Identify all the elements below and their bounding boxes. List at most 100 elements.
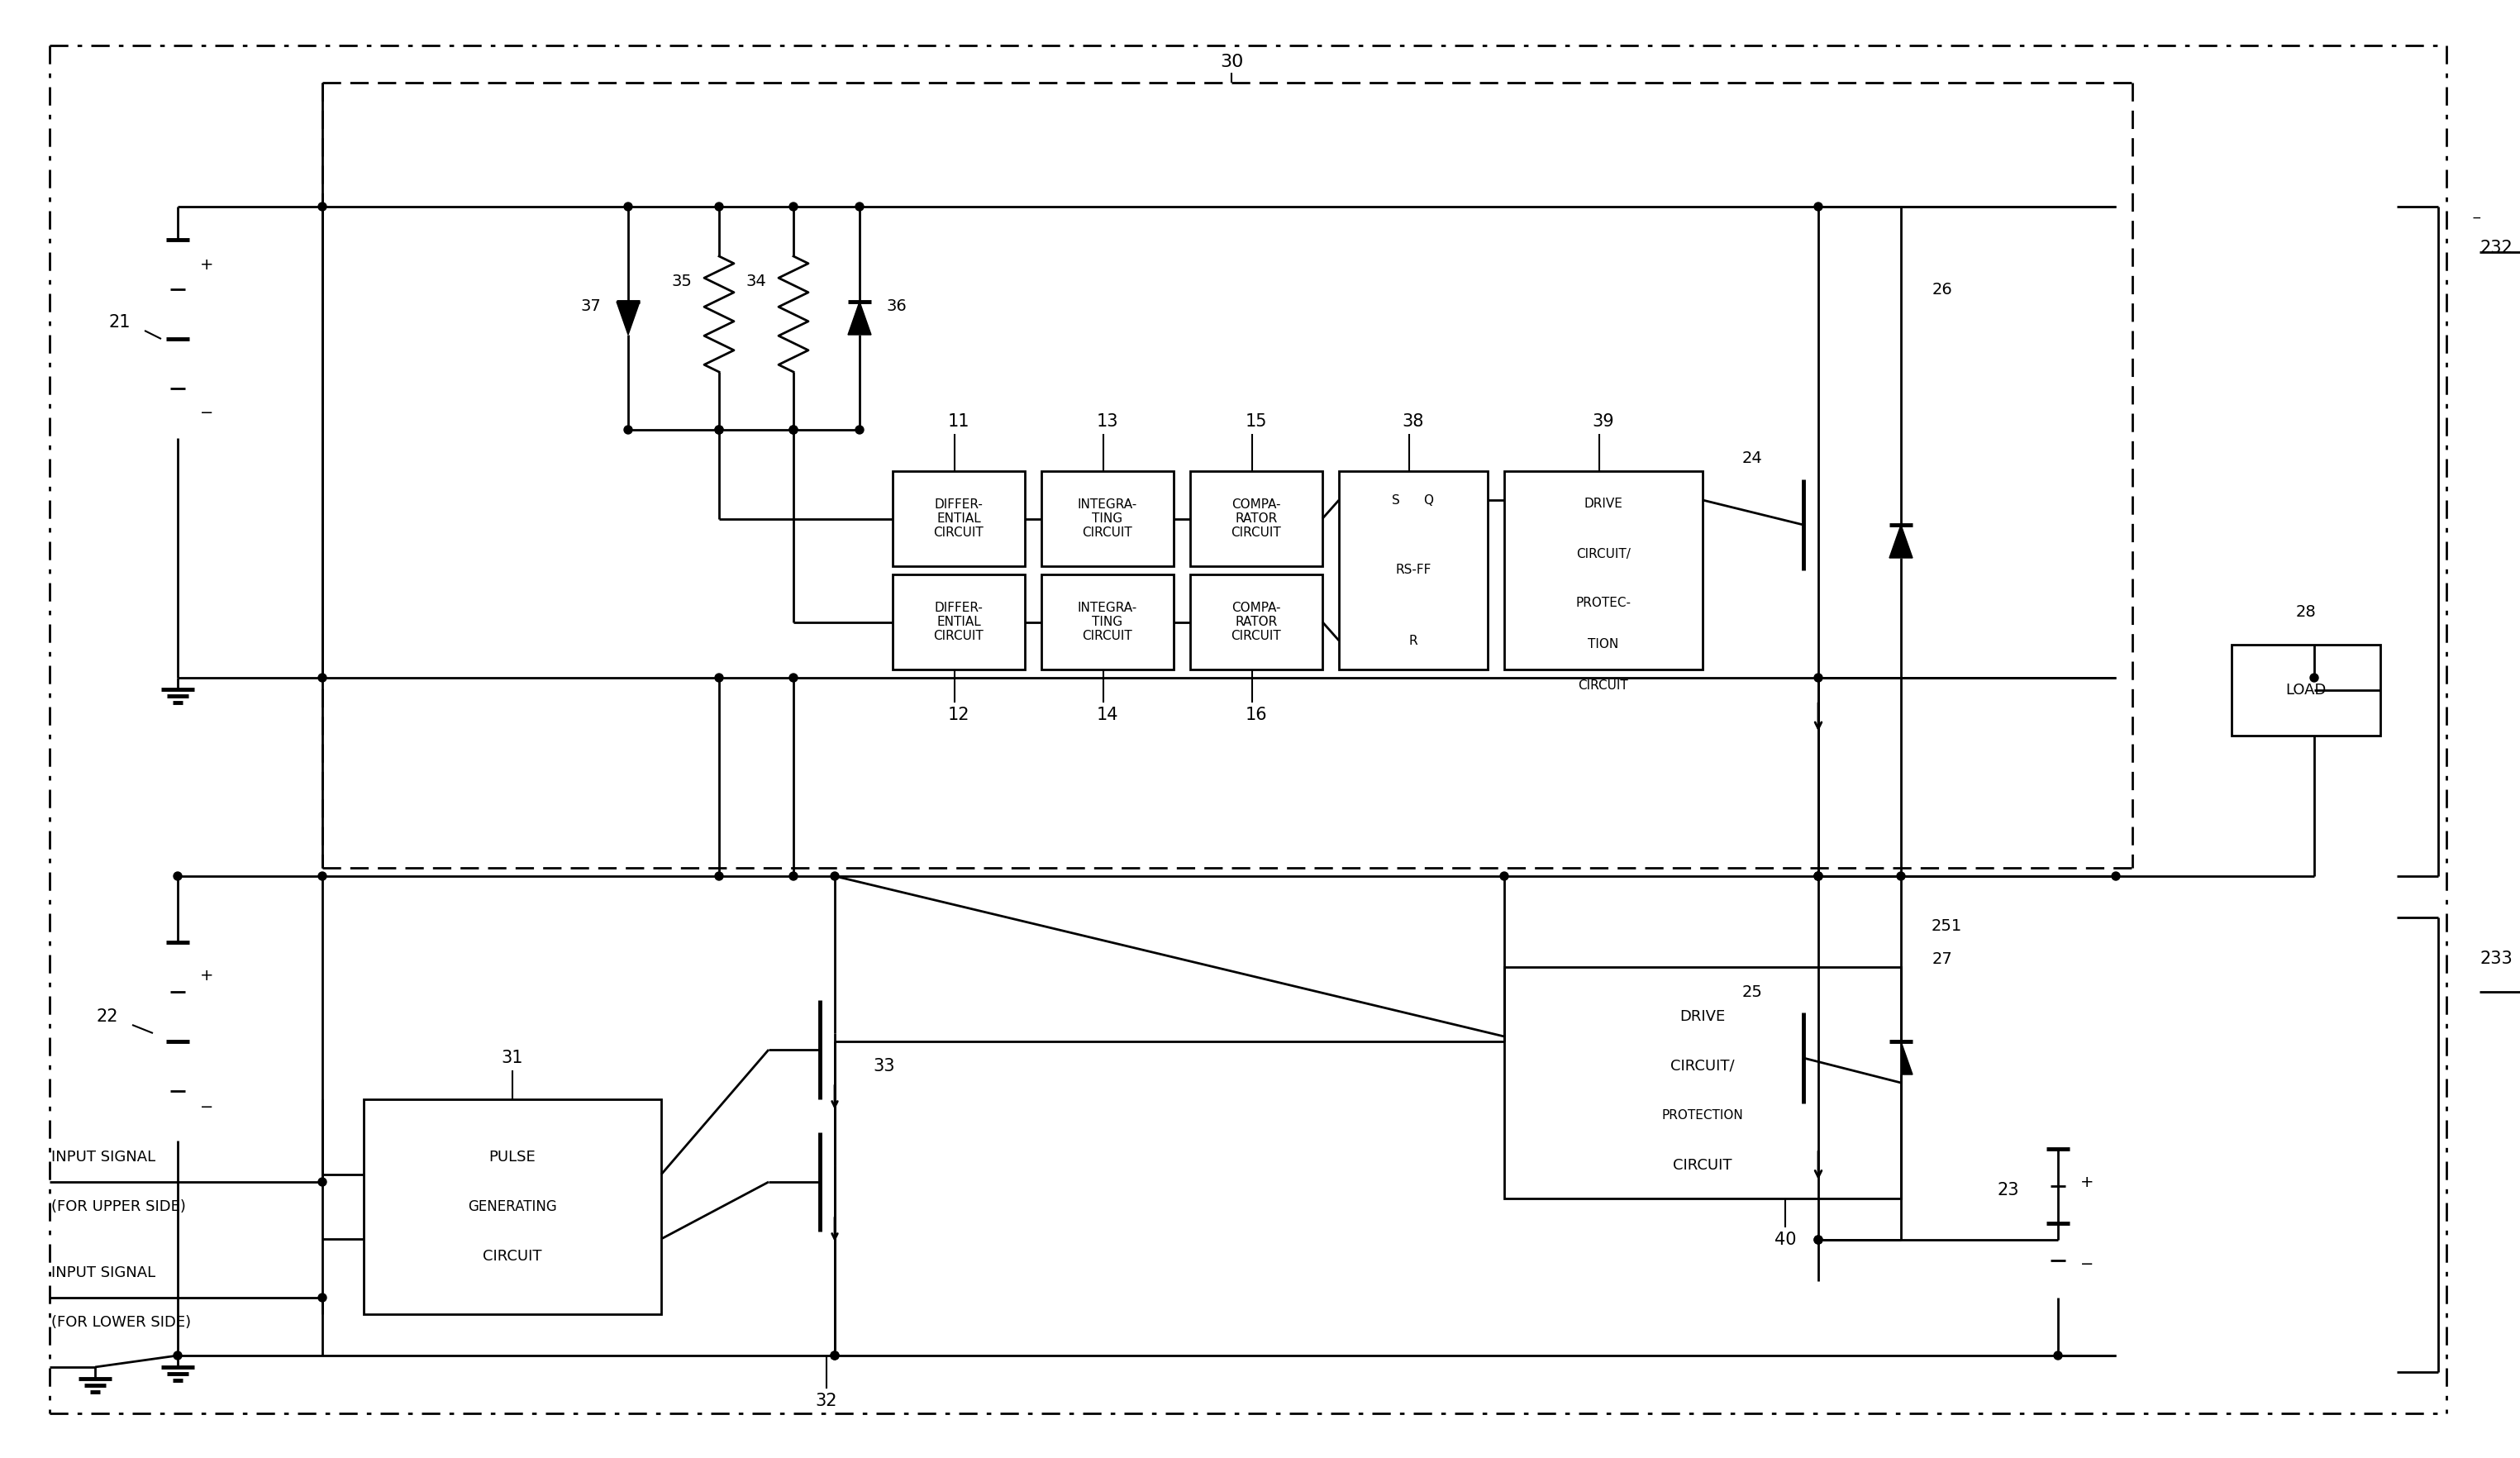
Circle shape	[1814, 1236, 1822, 1244]
Circle shape	[318, 674, 328, 682]
Circle shape	[789, 426, 796, 434]
Circle shape	[1814, 1236, 1822, 1244]
Text: COMPA-
RATOR
CIRCUIT: COMPA- RATOR CIRCUIT	[1232, 601, 1280, 643]
Text: 16: 16	[1245, 707, 1268, 723]
Bar	[892, 574, 1026, 669]
Text: RS-FF: RS-FF	[1396, 564, 1431, 576]
Text: 27: 27	[1933, 951, 1953, 967]
Text: INPUT SIGNAL: INPUT SIGNAL	[50, 1150, 156, 1165]
Text: 36: 36	[887, 297, 907, 313]
Text: DIFFER-
ENTIAL
CIRCUIT: DIFFER- ENTIAL CIRCUIT	[932, 601, 983, 643]
Circle shape	[318, 1293, 328, 1302]
Text: GENERATING: GENERATING	[469, 1200, 557, 1215]
Text: S      Q: S Q	[1391, 494, 1434, 506]
Text: (FOR LOWER SIDE): (FOR LOWER SIDE)	[50, 1315, 192, 1330]
Text: 22: 22	[96, 1009, 118, 1025]
Circle shape	[318, 203, 328, 211]
Bar	[363, 1099, 660, 1314]
Text: CIRCUIT: CIRCUIT	[1578, 679, 1628, 693]
Circle shape	[789, 203, 796, 211]
Text: 24: 24	[1741, 451, 1761, 467]
Circle shape	[2311, 674, 2318, 682]
Bar	[2233, 644, 2381, 736]
Bar	[1338, 471, 1487, 669]
Text: 40: 40	[1774, 1232, 1797, 1248]
Circle shape	[854, 426, 864, 434]
Circle shape	[716, 674, 723, 682]
Circle shape	[832, 872, 839, 881]
Text: −: −	[199, 405, 214, 421]
Text: 39: 39	[1593, 413, 1615, 430]
Polygon shape	[849, 302, 872, 335]
Bar	[1504, 471, 1704, 669]
Text: 251: 251	[1930, 919, 1961, 933]
Text: 31: 31	[501, 1050, 524, 1066]
Text: INPUT SIGNAL: INPUT SIGNAL	[50, 1266, 156, 1280]
Bar	[892, 471, 1026, 566]
Bar	[1041, 471, 1174, 566]
Circle shape	[318, 1178, 328, 1185]
Text: 14: 14	[1096, 707, 1119, 723]
Circle shape	[1814, 674, 1822, 682]
Circle shape	[2054, 1352, 2061, 1360]
Text: +: +	[199, 968, 214, 983]
Text: 33: 33	[874, 1059, 895, 1075]
Circle shape	[174, 1352, 181, 1360]
Text: 28: 28	[2296, 604, 2316, 620]
Text: CIRCUIT/: CIRCUIT/	[1575, 548, 1630, 560]
Circle shape	[174, 872, 181, 881]
Circle shape	[789, 426, 796, 434]
Text: 21: 21	[108, 313, 131, 331]
Text: −: −	[2079, 1257, 2094, 1273]
Circle shape	[789, 674, 796, 682]
Circle shape	[1499, 872, 1509, 881]
Text: CIRCUIT: CIRCUIT	[1673, 1158, 1731, 1172]
Bar	[1504, 967, 1900, 1198]
Polygon shape	[1890, 525, 1913, 558]
Text: 233: 233	[2480, 951, 2512, 967]
Text: +: +	[2079, 1174, 2094, 1190]
Text: TION: TION	[1588, 639, 1618, 650]
Text: 232: 232	[2480, 239, 2512, 257]
Circle shape	[1814, 872, 1822, 881]
Circle shape	[1814, 203, 1822, 211]
Text: (FOR UPPER SIDE): (FOR UPPER SIDE)	[50, 1200, 186, 1215]
Circle shape	[854, 203, 864, 211]
Text: 13: 13	[1096, 413, 1119, 430]
Text: 34: 34	[746, 273, 766, 289]
Circle shape	[625, 426, 633, 434]
Text: INTEGRA-
TING
CIRCUIT: INTEGRA- TING CIRCUIT	[1079, 499, 1137, 539]
Text: CIRCUIT/: CIRCUIT/	[1671, 1059, 1734, 1073]
Text: DRIVE: DRIVE	[1681, 1009, 1726, 1024]
Bar	[1189, 574, 1323, 669]
Text: 26: 26	[1933, 281, 1953, 297]
Text: CIRCUIT: CIRCUIT	[484, 1250, 542, 1264]
Text: 38: 38	[1404, 413, 1424, 430]
Text: INTEGRA-
TING
CIRCUIT: INTEGRA- TING CIRCUIT	[1079, 601, 1137, 643]
Circle shape	[2112, 872, 2119, 881]
Text: 15: 15	[1245, 413, 1268, 430]
Text: 11: 11	[948, 413, 970, 430]
Text: 30: 30	[1220, 54, 1242, 70]
Circle shape	[318, 872, 328, 881]
Circle shape	[625, 203, 633, 211]
Text: 23: 23	[1998, 1182, 2019, 1198]
Circle shape	[716, 426, 723, 434]
Text: LOAD: LOAD	[2286, 682, 2326, 697]
Polygon shape	[617, 302, 640, 335]
Polygon shape	[1890, 1041, 1913, 1075]
Text: COMPA-
RATOR
CIRCUIT: COMPA- RATOR CIRCUIT	[1232, 499, 1280, 539]
Text: 37: 37	[580, 297, 602, 313]
Text: 35: 35	[673, 273, 693, 289]
Circle shape	[832, 1352, 839, 1360]
Circle shape	[716, 203, 723, 211]
Circle shape	[1814, 872, 1822, 881]
Circle shape	[716, 872, 723, 881]
Circle shape	[832, 1352, 839, 1360]
Text: 32: 32	[816, 1392, 837, 1410]
Text: PROTECTION: PROTECTION	[1661, 1110, 1744, 1123]
Bar	[1041, 574, 1174, 669]
Circle shape	[1814, 872, 1822, 881]
Bar	[1189, 471, 1323, 566]
Circle shape	[789, 872, 796, 881]
